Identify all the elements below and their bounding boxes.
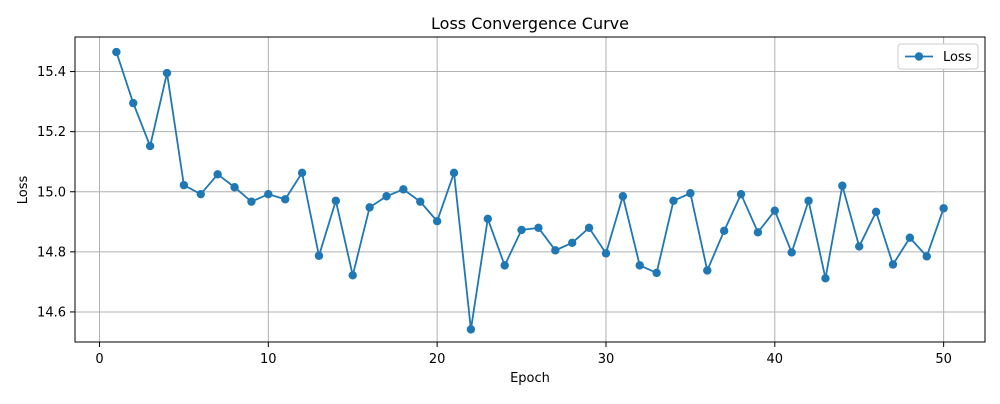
plot-border bbox=[74, 36, 986, 343]
loss-point bbox=[770, 206, 780, 215]
loss-point bbox=[230, 183, 239, 192]
y-tick-label: 15.0 bbox=[37, 185, 66, 200]
legend-marker-sample bbox=[914, 52, 924, 61]
loss-point bbox=[871, 207, 881, 217]
x-tick-label: 50 bbox=[935, 352, 952, 367]
loss-point bbox=[652, 268, 661, 278]
loss-point bbox=[753, 228, 763, 237]
loss-point bbox=[686, 189, 695, 198]
loss-point bbox=[601, 249, 611, 258]
loss-point bbox=[382, 192, 391, 201]
loss-point bbox=[787, 248, 796, 257]
y-grid-lines bbox=[75, 71, 985, 313]
loss-point bbox=[804, 196, 813, 205]
loss-point bbox=[365, 203, 374, 212]
y-tick-label: 14.6 bbox=[37, 305, 66, 320]
loss-point bbox=[534, 223, 543, 233]
x-tick-label: 40 bbox=[767, 352, 784, 367]
loss-point bbox=[247, 197, 256, 206]
loss-point bbox=[449, 168, 459, 178]
loss-point bbox=[500, 261, 509, 270]
loss-point bbox=[112, 47, 121, 57]
loss-point bbox=[905, 233, 915, 242]
loss-point bbox=[838, 181, 847, 190]
x-grid-lines bbox=[98, 37, 945, 342]
x-ticks: 0 10 20 30 40 50 bbox=[95, 342, 952, 367]
legend-box bbox=[897, 43, 979, 70]
x-tick-label: 10 bbox=[260, 352, 277, 367]
loss-point bbox=[855, 242, 864, 251]
loss-point bbox=[517, 225, 526, 235]
loss-point bbox=[939, 204, 948, 213]
legend-label-loss: Loss bbox=[943, 50, 972, 65]
loss-point bbox=[145, 141, 155, 151]
loss-points bbox=[112, 47, 948, 334]
x-tick-label: 20 bbox=[429, 352, 446, 367]
y-tick-label: 15.4 bbox=[37, 65, 66, 80]
loss-point bbox=[314, 251, 324, 260]
loss-point bbox=[922, 252, 931, 261]
y-tick-label: 15.2 bbox=[37, 125, 66, 140]
loss-point bbox=[719, 226, 729, 236]
loss-point bbox=[331, 196, 341, 205]
loss-point bbox=[399, 185, 408, 194]
loss-point bbox=[821, 274, 830, 283]
loss-point bbox=[584, 223, 594, 233]
legend: Loss bbox=[897, 43, 979, 70]
loss-point bbox=[196, 189, 205, 199]
plot-area bbox=[75, 37, 985, 342]
y-tick-label: 14.8 bbox=[37, 245, 66, 260]
loss-point bbox=[703, 266, 712, 275]
loss-point bbox=[162, 68, 172, 78]
loss-point bbox=[179, 180, 189, 190]
loss-point bbox=[551, 246, 560, 255]
x-tick-label: 0 bbox=[95, 352, 103, 367]
loss-point bbox=[129, 98, 138, 108]
loss-point bbox=[888, 260, 898, 269]
loss-point bbox=[264, 189, 273, 199]
chart-title: Loss Convergence Curve bbox=[431, 14, 629, 33]
y-axis-label: Loss bbox=[16, 176, 31, 205]
loss-point bbox=[416, 197, 425, 206]
loss-point bbox=[483, 214, 492, 223]
loss-point bbox=[635, 261, 644, 270]
loss-point bbox=[669, 196, 678, 205]
loss-point bbox=[213, 170, 222, 179]
y-ticks: 14.6 14.8 15.0 15.2 15.4 bbox=[37, 65, 75, 320]
loss-point bbox=[568, 238, 577, 248]
loss-point bbox=[348, 271, 357, 280]
loss-point bbox=[297, 168, 307, 178]
x-tick-label: 30 bbox=[598, 352, 615, 367]
x-axis-label: Epoch bbox=[510, 371, 550, 386]
loss-point bbox=[280, 195, 290, 204]
loss-point bbox=[466, 325, 476, 334]
loss-point bbox=[432, 217, 442, 226]
loss-point bbox=[618, 192, 628, 201]
loss-point bbox=[736, 189, 746, 199]
